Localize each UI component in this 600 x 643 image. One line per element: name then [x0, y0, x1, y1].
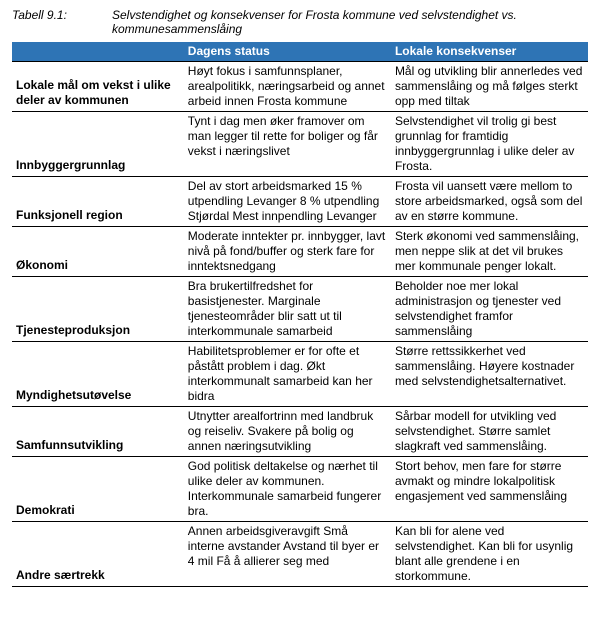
row-konsekvens: Sterk økonomi ved sammenslåing, men nepp…: [391, 227, 588, 277]
header-konsekvens: Lokale konsekvenser: [391, 42, 588, 62]
row-status: Høyt fokus i samfunnsplaner, arealpoliti…: [184, 62, 391, 112]
row-status: Utnytter arealfortrinn med landbruk og r…: [184, 407, 391, 457]
row-label: Innbyggergrunnlag: [12, 112, 184, 177]
header-empty: [12, 42, 184, 62]
table-row: Lokale mål om vekst i ulike deler av kom…: [12, 62, 588, 112]
caption-label: Tabell 9.1:: [12, 8, 112, 36]
row-label: Myndighetsutøvelse: [12, 342, 184, 407]
row-status: Annen arbeidsgiveravgift Små interne avs…: [184, 522, 391, 587]
consequence-table: Dagens status Lokale konsekvenser Lokale…: [12, 42, 588, 587]
table-row: Andre særtrekkAnnen arbeidsgiveravgift S…: [12, 522, 588, 587]
caption-text: Selvstendighet og konsekvenser for Frost…: [112, 8, 588, 36]
table-row: Funksjonell regionDel av stort arbeidsma…: [12, 177, 588, 227]
row-label: Demokrati: [12, 457, 184, 522]
row-konsekvens: Beholder noe mer lokal administrasjon og…: [391, 277, 588, 342]
table-row: TjenesteproduksjonBra brukertilfredshet …: [12, 277, 588, 342]
row-label: Andre særtrekk: [12, 522, 184, 587]
row-status: Tynt i dag men øker framover om man legg…: [184, 112, 391, 177]
table-row: MyndighetsutøvelseHabilitetsproblemer er…: [12, 342, 588, 407]
row-label: Tjenesteproduksjon: [12, 277, 184, 342]
row-status: Moderate inntekter pr. innbygger, lavt n…: [184, 227, 391, 277]
row-konsekvens: Mål og utvikling blir annerledes ved sam…: [391, 62, 588, 112]
table-row: DemokratiGod politisk deltakelse og nærh…: [12, 457, 588, 522]
row-label: Lokale mål om vekst i ulike deler av kom…: [12, 62, 184, 112]
row-label: Samfunnsutvikling: [12, 407, 184, 457]
row-konsekvens: Større rettssikkerhet ved sammenslåing. …: [391, 342, 588, 407]
row-konsekvens: Stort behov, men fare for større avmakt …: [391, 457, 588, 522]
row-status: God politisk deltakelse og nærhet til ul…: [184, 457, 391, 522]
row-status: Bra brukertilfredshet for basistjenester…: [184, 277, 391, 342]
table-header-row: Dagens status Lokale konsekvenser: [12, 42, 588, 62]
table-caption: Tabell 9.1: Selvstendighet og konsekvens…: [12, 8, 588, 36]
table-row: InnbyggergrunnlagTynt i dag men øker fra…: [12, 112, 588, 177]
header-status: Dagens status: [184, 42, 391, 62]
row-konsekvens: Sårbar modell for utvikling ved selvsten…: [391, 407, 588, 457]
row-label: Økonomi: [12, 227, 184, 277]
row-konsekvens: Kan bli for alene ved selvstendighet. Ka…: [391, 522, 588, 587]
row-konsekvens: Frosta vil uansett være mellom to store …: [391, 177, 588, 227]
row-konsekvens: Selvstendighet vil trolig gi best grunnl…: [391, 112, 588, 177]
row-status: Habilitetsproblemer er for ofte et påstå…: [184, 342, 391, 407]
row-label: Funksjonell region: [12, 177, 184, 227]
table-row: ØkonomiModerate inntekter pr. innbygger,…: [12, 227, 588, 277]
row-status: Del av stort arbeidsmarked 15 % utpendli…: [184, 177, 391, 227]
table-row: SamfunnsutviklingUtnytter arealfortrinn …: [12, 407, 588, 457]
